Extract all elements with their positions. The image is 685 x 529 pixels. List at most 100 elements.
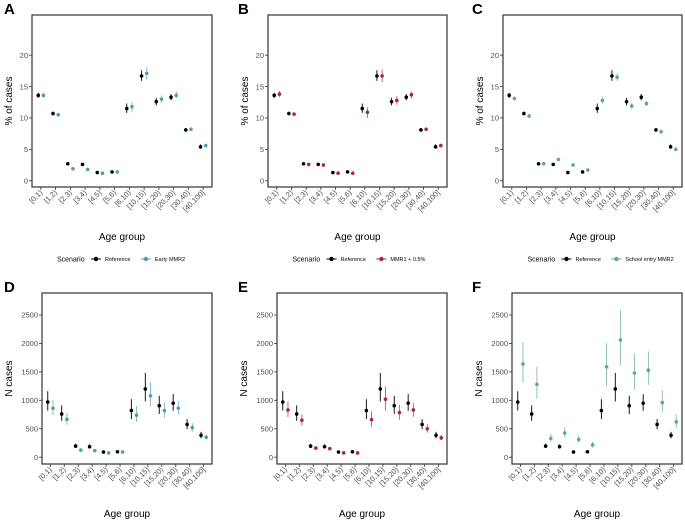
data-point [522, 111, 526, 116]
x-tick-label: [3,4) [549, 465, 566, 482]
data-point [644, 101, 649, 106]
legend-title: Scenario [57, 257, 85, 264]
data-point [600, 98, 605, 103]
x-axis-title: Age group [339, 509, 386, 520]
y-tick-label: 2500 [21, 311, 38, 320]
data-point [536, 161, 541, 166]
data-point [101, 450, 106, 454]
data-point [124, 106, 129, 111]
data-point [134, 413, 139, 417]
data-point [350, 171, 355, 175]
x-tick-label: [1,2) [42, 188, 59, 205]
y-tick-label: 1500 [256, 368, 273, 377]
y-tick-label: 1000 [21, 396, 38, 405]
series-reference [272, 70, 438, 175]
x-axis-title: Age group [569, 232, 616, 243]
data-point [355, 451, 360, 455]
x-tick-label: [2,3) [65, 465, 82, 482]
data-point [535, 382, 539, 387]
series-school-entry-mmr2 [512, 73, 678, 172]
data-point [322, 444, 327, 449]
legend-key-point [143, 256, 149, 262]
data-point [294, 412, 299, 416]
x-tick-label: [4,5) [86, 188, 103, 205]
data-point [365, 110, 370, 115]
data-point [100, 171, 105, 175]
panel-d: D 0 500 1000 1500 2000 2500 [0,1)[1,2)[2,3)[3,4… [4, 279, 213, 520]
y-tick-label: 1500 [21, 368, 38, 377]
data-point [129, 408, 134, 413]
series-reference [36, 70, 203, 175]
data-point [176, 406, 181, 411]
data-point [668, 145, 673, 149]
data-point [336, 171, 340, 175]
x-tick-label: [0,1) [272, 465, 289, 482]
data-point [59, 412, 64, 416]
y-axis-title: N cases [474, 360, 485, 396]
data-point [364, 408, 369, 413]
data-point [543, 444, 548, 448]
x-tick-label: [0,1) [263, 188, 280, 205]
data-point [627, 403, 632, 408]
data-point [189, 127, 193, 132]
data-point [204, 435, 209, 440]
data-point [292, 112, 296, 116]
x-tick-label: [2,3) [300, 465, 317, 482]
legend-key-point [614, 256, 619, 262]
y-tick-label: 15 [20, 82, 28, 91]
y-tick-label: 2000 [256, 339, 273, 348]
data-point [115, 449, 120, 454]
data-point [549, 436, 553, 441]
data-point [331, 170, 335, 175]
panel-frame [511, 292, 683, 465]
y-tick-label: 20 [20, 51, 28, 60]
data-point [562, 431, 567, 435]
data-point [515, 400, 520, 404]
data-point [580, 170, 585, 174]
data-point [389, 99, 394, 104]
y-tick-label: 0 [24, 176, 28, 185]
legend-label: Reference [341, 257, 366, 263]
x-tick-label: [1,2) [513, 188, 530, 205]
data-point [301, 161, 306, 166]
legend-label: School entry MMR2 [625, 257, 673, 263]
panel-letter: A [4, 1, 15, 18]
y-axis-title: N cases [4, 360, 15, 396]
data-point [632, 371, 637, 375]
data-point [394, 98, 399, 103]
data-point [51, 111, 55, 116]
y-tick-label: 5 [495, 145, 499, 154]
data-point [599, 408, 604, 413]
panel-frame [31, 14, 213, 188]
legend-label: MMR1 + 0.5% [390, 257, 425, 263]
data-point [655, 422, 659, 427]
y-tick-label: 1500 [491, 368, 508, 377]
data-point [380, 74, 384, 78]
series-reference [45, 373, 203, 454]
x-tick-label: [4,5) [557, 188, 574, 205]
x-tick-label: [1,2) [521, 465, 538, 482]
y-axis-title: % of cases [240, 77, 251, 126]
data-point [639, 95, 644, 100]
data-point [287, 111, 291, 116]
data-point [306, 162, 311, 167]
data-point [183, 128, 188, 132]
series-early-mmr2 [51, 382, 209, 455]
panel-frame [267, 14, 448, 188]
legend-label: Reference [105, 257, 130, 263]
data-point [277, 92, 282, 96]
data-point [404, 95, 409, 100]
data-point [590, 443, 595, 447]
y-tick-label: 10 [20, 114, 28, 123]
y-tick-label: 0 [269, 453, 273, 462]
series-mmr1-0-5- [286, 386, 444, 455]
panel-frame [41, 292, 213, 465]
panel-b: B05101520[0,1)[1,2)[2,3)[3,4)[4,5)[5,6)[… [238, 1, 448, 264]
data-point [424, 127, 428, 132]
x-axis-title: Age group [104, 509, 151, 520]
x-tick-label: [3,4) [307, 188, 324, 205]
data-point [529, 412, 534, 416]
data-point [439, 436, 444, 440]
data-point [438, 143, 443, 148]
x-tick-label: [3,4) [79, 465, 96, 482]
